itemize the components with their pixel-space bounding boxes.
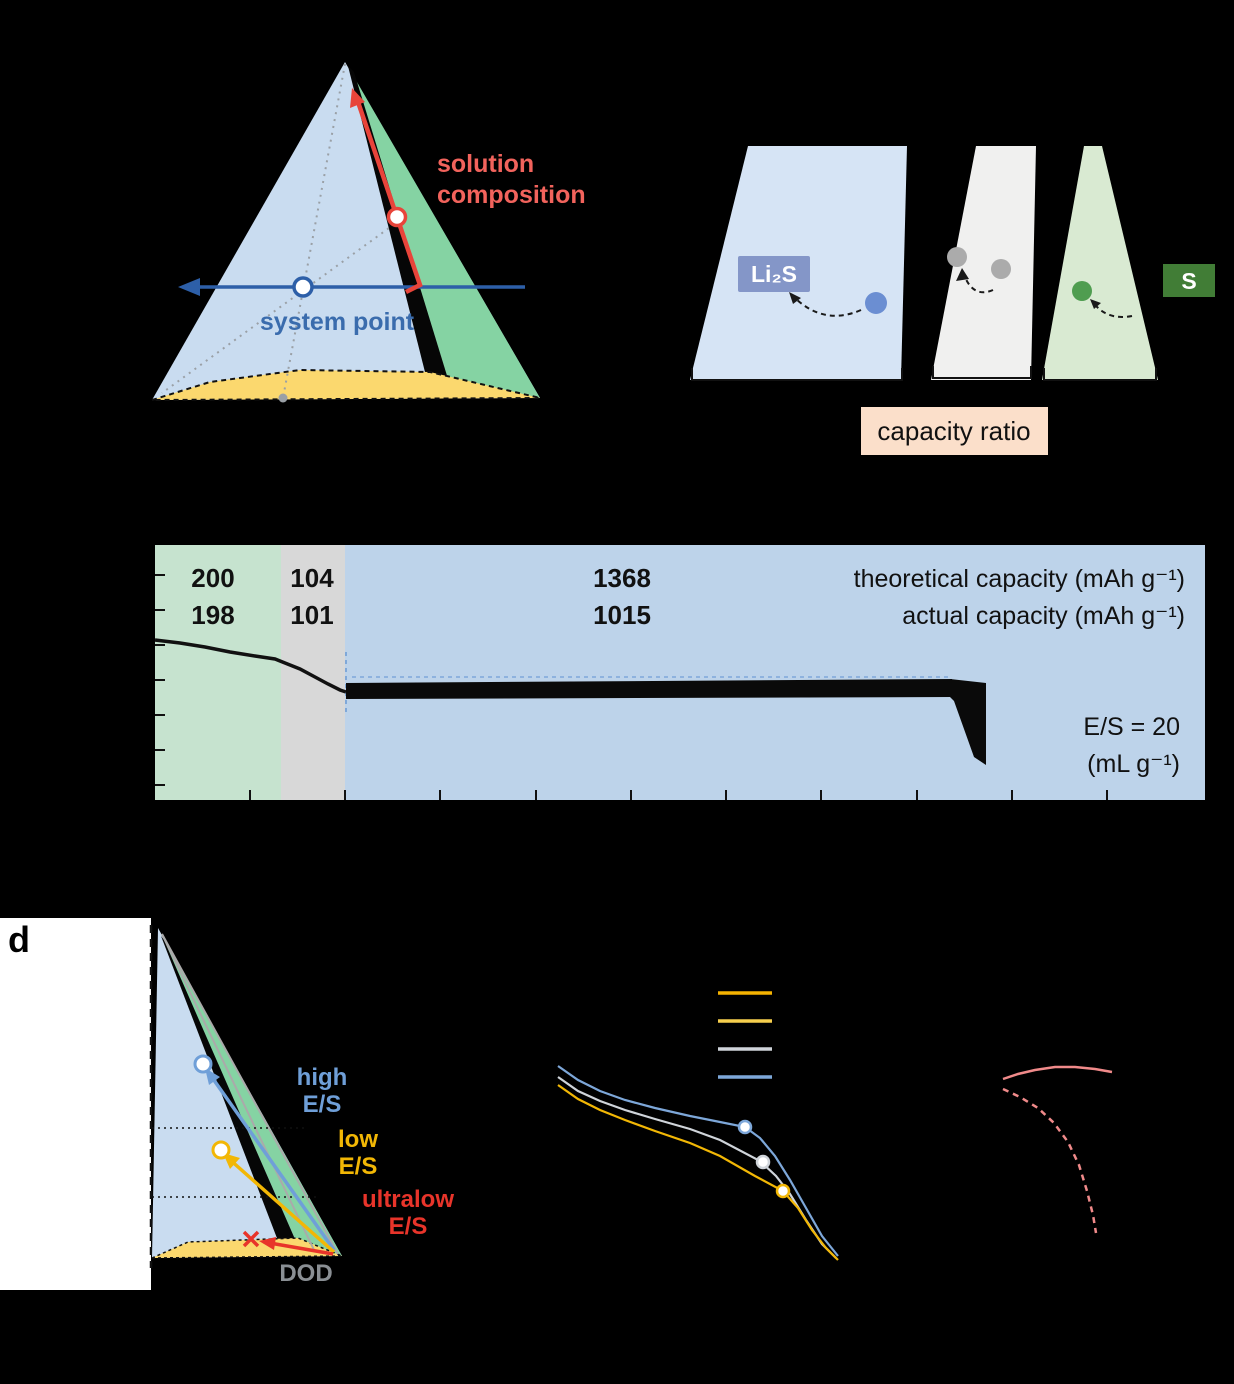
- high-es-arrow: [209, 1074, 336, 1252]
- panel-b-electrode-schematic: Li₂S S capacity ratio: [690, 146, 1215, 455]
- panel-c-cycling-chart: 200 104 1368 theoretical capacity (mAh g…: [154, 545, 1205, 800]
- high-es-label-line2: E/S: [303, 1091, 342, 1118]
- ternary-green-region: [350, 70, 540, 398]
- low-es-arrow: [226, 1156, 336, 1254]
- wedge-gray-line-2: [161, 933, 339, 1255]
- system-point-marker: [292, 276, 314, 298]
- wedge-black-sliver: [161, 936, 298, 1246]
- high-es-marker: [193, 1054, 213, 1074]
- ternary-yellow-region: [151, 368, 541, 401]
- pink-curve-solid: [1002, 1065, 1113, 1081]
- cycling-curve-dense-band: [346, 679, 952, 699]
- ultralow-es-x-marker-icon: [242, 1230, 260, 1248]
- green-particle-icon: [1072, 281, 1092, 301]
- actual-value-3: 1015: [593, 600, 651, 630]
- solution-composition-arrowhead-icon: [350, 88, 365, 108]
- actual-value-2: 101: [290, 600, 333, 630]
- solution-composition-path: [353, 95, 423, 295]
- low-es-label-line1: low: [338, 1126, 378, 1153]
- discharge-curve-yellow: [557, 1084, 839, 1261]
- x-axis-ticks: [249, 790, 1108, 800]
- es-ratio-label-line1: E/S = 20: [1083, 713, 1180, 741]
- system-point-arrowhead-icon: [178, 278, 200, 296]
- panel-a-ternary-diagram: system point solution composition: [151, 62, 586, 403]
- ternary-tie-line: [161, 219, 401, 394]
- chart-region-gray: [281, 545, 345, 800]
- cathode-panel: [1042, 146, 1158, 380]
- discharge-marker-blue: [737, 1119, 753, 1135]
- blue-particle-icon: [865, 292, 887, 314]
- panel-d: d high E/S low E/S ultralow E/S DOD: [0, 918, 1113, 1290]
- chart-region-green: [155, 545, 281, 800]
- system-point-label: system point: [260, 308, 415, 336]
- es-ratio-label-line2: (mL g⁻¹): [1087, 750, 1180, 778]
- gray-particle-lower-icon: [991, 259, 1011, 279]
- solution-composition-label-line1: solution: [437, 150, 534, 178]
- actual-capacity-label: actual capacity (mAh g⁻¹): [902, 602, 1185, 630]
- cathode-width-bracket: [1043, 368, 1157, 381]
- cathode-arrowhead-icon: [1090, 299, 1101, 309]
- wedge-gray-line-1: [161, 933, 316, 1253]
- panel-d-white-box: [0, 918, 151, 1290]
- high-es-label-line1: high: [297, 1064, 348, 1091]
- dod-label: DOD: [279, 1260, 332, 1287]
- high-es-arrowhead-icon: [205, 1068, 220, 1085]
- theoretical-value-2: 104: [290, 563, 334, 593]
- theoretical-value-3: 1368: [593, 563, 651, 593]
- low-es-label-line2: E/S: [339, 1153, 378, 1180]
- separator-panel: [931, 146, 1036, 380]
- anode-arrowhead-icon: [789, 292, 801, 304]
- ultralow-es-label-line1: ultralow: [362, 1186, 454, 1213]
- ternary-dotted-guide-line: [282, 63, 346, 399]
- gray-particle-upper-icon: [947, 247, 967, 267]
- cycling-curve-initial-segment: [154, 638, 347, 694]
- ternary-guide-dot: [278, 393, 288, 403]
- sulfur-badge-label: S: [1181, 268, 1196, 294]
- ultralow-es-arrowhead-icon: [259, 1237, 276, 1250]
- pink-curves-chart: [1002, 1065, 1113, 1234]
- pink-curve-dashed: [1002, 1087, 1098, 1234]
- wedge-yellow-region: [151, 1237, 343, 1259]
- separator-width-bracket: [932, 366, 1032, 379]
- y-axis-ticks: [155, 574, 165, 786]
- chart-region-blue: [345, 545, 1205, 800]
- separator-arrowhead-icon: [956, 268, 969, 281]
- discharge-marker-gray: [755, 1154, 771, 1170]
- discharge-marker-yellow: [775, 1183, 791, 1199]
- actual-value-1: 198: [191, 600, 234, 630]
- capacity-ratio-box: [861, 407, 1048, 455]
- panel-d-label: d: [8, 919, 30, 960]
- ultralow-es-arrow: [263, 1240, 334, 1256]
- li2s-badge-label: Li₂S: [751, 261, 797, 287]
- anode-arrow-path: [790, 293, 862, 317]
- sulfur-badge: [1163, 264, 1215, 297]
- solution-composition-label-line2: composition: [437, 181, 586, 209]
- solution-composition-marker: [386, 206, 408, 228]
- discharge-curve-blue: [557, 1065, 839, 1257]
- cathode-arrow-path: [1091, 300, 1133, 318]
- capacity-ratio-label: capacity ratio: [877, 416, 1030, 446]
- anode-width-bracket: [691, 368, 903, 381]
- low-es-marker: [211, 1140, 231, 1160]
- ultralow-es-label-line2: E/S: [389, 1213, 428, 1240]
- li2s-badge: [738, 256, 810, 292]
- theoretical-value-1: 200: [191, 563, 234, 593]
- cycling-curve-fade-region: [950, 679, 986, 765]
- theoretical-capacity-label: theoretical capacity (mAh g⁻¹): [854, 565, 1185, 593]
- discharge-profile-chart: [557, 991, 839, 1261]
